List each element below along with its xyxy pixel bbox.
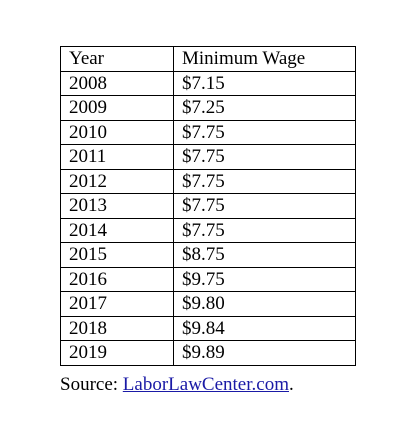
wage-table-container: Year Minimum Wage 2008 $7.15 2009 $7.25 2010…	[60, 46, 356, 366]
year-cell: 2014	[60, 217, 174, 243]
minimum-wage-cell: $9.89	[173, 340, 356, 366]
table-row: 2011 $7.75	[60, 144, 356, 170]
minimum-wage-cell: $7.75	[173, 217, 356, 243]
minimum-wage-cell: $9.75	[173, 266, 356, 292]
table-row: 2019 $9.89	[60, 340, 356, 366]
minimum-wage-cell: $7.75	[173, 168, 356, 194]
table-header-row: Year Minimum Wage	[60, 46, 356, 72]
table-row: 2009 $7.25	[60, 95, 356, 121]
year-cell: 2009	[60, 95, 174, 121]
year-cell: 2011	[60, 144, 174, 170]
year-cell: 2015	[60, 242, 174, 268]
source-link[interactable]: LaborLawCenter.com	[122, 374, 289, 395]
table-row: 2010 $7.75	[60, 119, 356, 145]
table-row: 2016 $9.75	[60, 266, 356, 292]
year-cell: 2016	[60, 266, 174, 292]
minimum-wage-cell: $7.15	[173, 70, 356, 96]
year-cell: 2013	[60, 193, 174, 219]
table-row: 2013 $7.75	[60, 193, 356, 219]
table-row: 2018 $9.84	[60, 315, 356, 341]
table-row: 2015 $8.75	[60, 242, 356, 268]
minimum-wage-table: Year Minimum Wage 2008 $7.15 2009 $7.25 2010…	[60, 46, 356, 366]
year-cell: 2008	[60, 70, 174, 96]
source-prefix: Source:	[60, 374, 123, 395]
minimum-wage-cell: $9.84	[173, 315, 356, 341]
column-header-minimum-wage: Minimum Wage	[173, 46, 356, 72]
table-body: 2008 $7.15 2009 $7.25 2010 $7.75 2011 $7.75 2012…	[60, 70, 356, 366]
table-row: 2012 $7.75	[60, 168, 356, 194]
table-row: 2017 $9.80	[60, 291, 356, 317]
source-suffix: .	[288, 374, 294, 395]
year-cell: 2012	[60, 168, 174, 194]
year-cell: 2010	[60, 119, 174, 145]
minimum-wage-cell: $8.75	[173, 242, 356, 268]
minimum-wage-cell: $9.80	[173, 291, 356, 317]
minimum-wage-cell: $7.25	[173, 95, 356, 121]
source-citation: Source: LaborLawCenter.com.	[60, 374, 294, 396]
column-header-year: Year	[60, 46, 174, 72]
minimum-wage-cell: $7.75	[173, 144, 356, 170]
table-row: 2008 $7.15	[60, 70, 356, 96]
year-cell: 2017	[60, 291, 174, 317]
table-row: 2014 $7.75	[60, 217, 356, 243]
minimum-wage-cell: $7.75	[173, 193, 356, 219]
year-cell: 2019	[60, 340, 174, 366]
year-cell: 2018	[60, 315, 174, 341]
minimum-wage-cell: $7.75	[173, 119, 356, 145]
